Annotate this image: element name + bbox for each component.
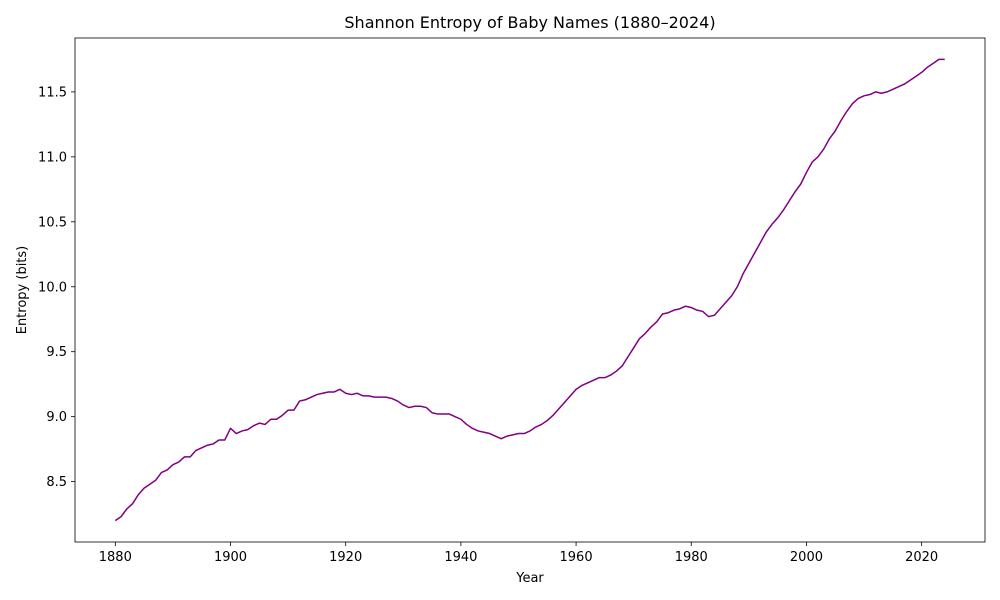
x-tick-label: 1980 xyxy=(675,550,708,565)
x-tick-label: 1940 xyxy=(444,550,477,565)
y-tick-label: 10.0 xyxy=(38,280,67,295)
y-axis-label: Entropy (bits) xyxy=(15,246,30,335)
entropy-series-line xyxy=(114,58,945,522)
plot-frame xyxy=(74,37,986,543)
x-tick-label: 1880 xyxy=(99,550,132,565)
y-axis: 8.5 9.0 9.5 10.0 10.5 11.0 11.5 xyxy=(38,85,75,490)
x-tick-label: 1960 xyxy=(560,550,593,565)
y-tick-label: 11.0 xyxy=(38,150,67,165)
chart-title: Shannon Entropy of Baby Names (1880–2024… xyxy=(344,13,715,32)
plot-background xyxy=(75,38,985,542)
x-tick-label: 1920 xyxy=(329,550,362,565)
y-tick-label: 10.5 xyxy=(38,215,67,230)
y-tick-label: 8.5 xyxy=(46,475,67,490)
y-tick-label: 9.0 xyxy=(46,410,67,425)
x-tick-label: 2000 xyxy=(790,550,823,565)
x-axis: 1880 1900 1920 1940 1960 1980 2000 2020 xyxy=(99,542,938,565)
x-axis-label: Year xyxy=(515,571,544,586)
x-tick-label: 1900 xyxy=(214,550,247,565)
y-tick-label: 11.5 xyxy=(38,85,67,100)
x-tick-label: 2020 xyxy=(905,550,938,565)
y-tick-label: 9.5 xyxy=(46,345,67,360)
plot-area xyxy=(74,37,986,543)
